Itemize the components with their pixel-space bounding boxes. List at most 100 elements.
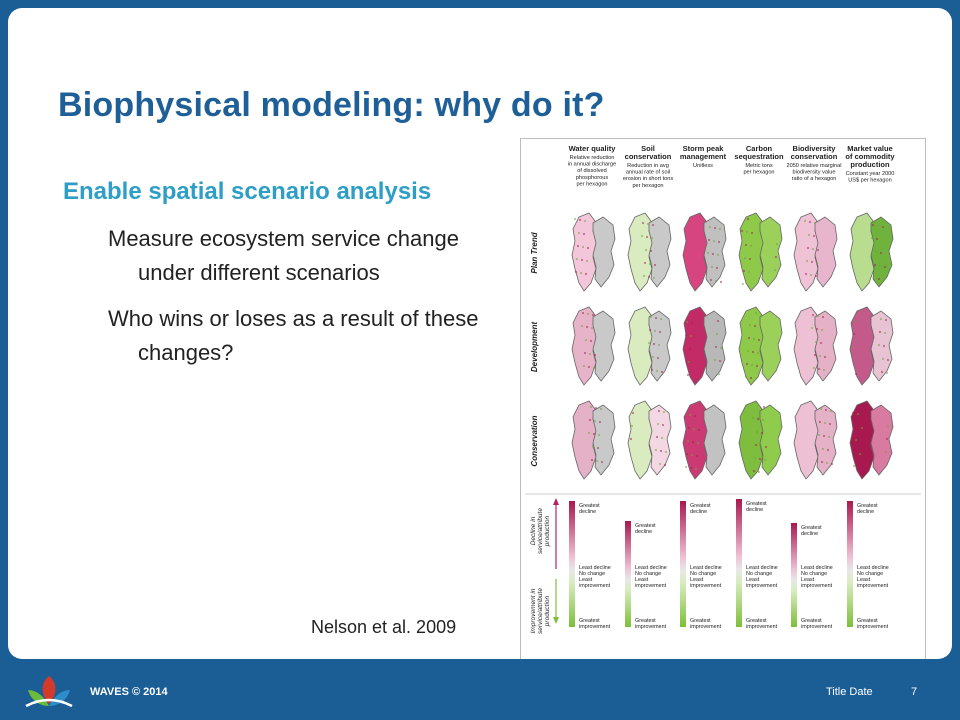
scenario-map-r2-c4 — [738, 306, 783, 386]
bullet-level2-winners: Who wins or loses as a result of these c… — [108, 306, 479, 365]
scenario-map-r3-c4 — [738, 400, 783, 480]
legend-greatest-improvement: Greatest — [635, 618, 656, 624]
scenario-map-r3-c2 — [627, 400, 672, 480]
column-subtitle-line: Unitless — [693, 163, 713, 169]
legend-improve-label-3: production — [544, 595, 551, 627]
column-subtitle-line: 2050 relative marginal — [786, 163, 841, 169]
scenario-map-r2-c3 — [682, 306, 727, 386]
legend-greatest-improvement: Greatest — [579, 618, 600, 624]
legend-no-change: No change — [579, 571, 605, 577]
column-title-line: sequestration — [734, 152, 784, 161]
legend-least-improvement: Least — [635, 577, 649, 583]
column-subtitle-line: ratio of a hexagon — [792, 176, 837, 182]
svg-text:improvement: improvement — [746, 583, 778, 589]
legend-decline-label-1: Decline in — [530, 516, 537, 545]
legend-decline-label-3: production — [544, 515, 551, 547]
column-subtitle-line: per hexagon — [632, 183, 663, 189]
column-subtitle-line: phosphorous — [576, 175, 609, 181]
svg-text:improvement: improvement — [690, 583, 722, 589]
legend-least-decline: Least decline — [690, 565, 722, 571]
legend-no-change: No change — [857, 571, 883, 577]
svg-text:improvement: improvement — [635, 624, 667, 630]
legend-improve-label-2: service/attribute — [537, 588, 544, 634]
legend-least-decline: Least decline — [857, 565, 889, 571]
legend-greatest-decline: Greatest — [857, 503, 878, 509]
column-subtitle-line: annual rate of soil — [626, 170, 670, 176]
legend-gradient-bar — [791, 523, 797, 627]
scenario-map-r1-c4 — [738, 212, 783, 292]
column-subtitle-line: Constant year 2000 — [846, 171, 895, 177]
legend-no-change: No change — [635, 571, 661, 577]
svg-text:decline: decline — [579, 509, 596, 515]
column-subtitle-line: US$ per hexagon — [848, 178, 892, 184]
legend-no-change: No change — [746, 571, 772, 577]
legend-gradient-bar — [680, 501, 686, 627]
row-label-2: Development — [530, 322, 539, 373]
legend-least-improvement: Least — [857, 577, 871, 583]
legend-no-change: No change — [690, 571, 716, 577]
scenario-map-r3-c6 — [849, 400, 894, 480]
slide-canvas: Biophysical modeling: why do it? Enable … — [8, 8, 952, 659]
column-subtitle-line: per hexagon — [743, 170, 774, 176]
legend-least-decline: Least decline — [746, 565, 778, 571]
column-subtitle-line: biodiversity value — [793, 170, 836, 176]
footer-copyright: WAVES © 2014 — [90, 686, 168, 698]
svg-text:decline: decline — [635, 529, 652, 535]
legend-gradient-bar — [569, 501, 575, 627]
scenario-map-r3-c5 — [793, 400, 838, 480]
legend-gradient-bar — [625, 521, 631, 627]
scenario-map-r2-c2 — [627, 306, 672, 386]
column-title-line: conservation — [625, 152, 672, 161]
legend-no-change: No change — [801, 571, 827, 577]
scenario-map-r2-c6 — [849, 306, 894, 386]
bullet-level1: Enable spatial scenario analysis — [63, 178, 432, 205]
row-label-3: Conservation — [530, 415, 539, 466]
svg-text:improvement: improvement — [579, 624, 611, 630]
column-title-line: Carbon — [746, 144, 773, 153]
column-subtitle-line: erosion in short tons — [623, 176, 674, 182]
svg-text:decline: decline — [857, 509, 874, 515]
legend-gradient-bar — [847, 501, 853, 627]
legend-least-improvement: Least — [690, 577, 704, 583]
scenario-map-r2-c1 — [571, 306, 616, 386]
column-subtitle-line: of dissolved — [577, 168, 607, 174]
column-title-line: Biodiversity — [793, 144, 837, 153]
legend-greatest-decline: Greatest — [801, 525, 822, 531]
ecosystem-services-figure: Water quality Relative reduction in annual… — [520, 138, 926, 659]
citation: Nelson et al. 2009 — [311, 617, 457, 637]
column-subtitle-line: per hexagon — [576, 181, 607, 187]
waves-logo — [25, 676, 73, 708]
legend-decline-label-2: service/attribute — [537, 508, 544, 554]
svg-text:decline: decline — [801, 531, 818, 537]
legend-improve-label-1: Improvement in — [530, 588, 537, 633]
footer-date: Title Date — [826, 686, 873, 698]
legend-least-decline: Least decline — [579, 565, 611, 571]
column-title-line: of commodity — [845, 152, 895, 161]
bullet-level2-measure: Measure ecosystem service change under d… — [108, 226, 459, 285]
svg-text:improvement: improvement — [635, 583, 667, 589]
legend-greatest-decline: Greatest — [635, 523, 656, 529]
legend-least-decline: Least decline — [801, 565, 833, 571]
footer-bar: WAVES © 2014 Title Date 7 — [0, 660, 960, 720]
svg-text:improvement: improvement — [801, 624, 833, 630]
svg-text:improvement: improvement — [857, 583, 889, 589]
scenario-map-r1-c6 — [849, 212, 894, 292]
legend-greatest-improvement: Greatest — [801, 618, 822, 624]
scenario-map-r3-c3 — [682, 400, 727, 480]
footer-page-number: 7 — [911, 686, 918, 698]
legend-greatest-improvement: Greatest — [857, 618, 878, 624]
legend-greatest-decline: Greatest — [690, 503, 711, 509]
svg-text:decline: decline — [746, 507, 763, 513]
svg-text:improvement: improvement — [857, 624, 889, 630]
